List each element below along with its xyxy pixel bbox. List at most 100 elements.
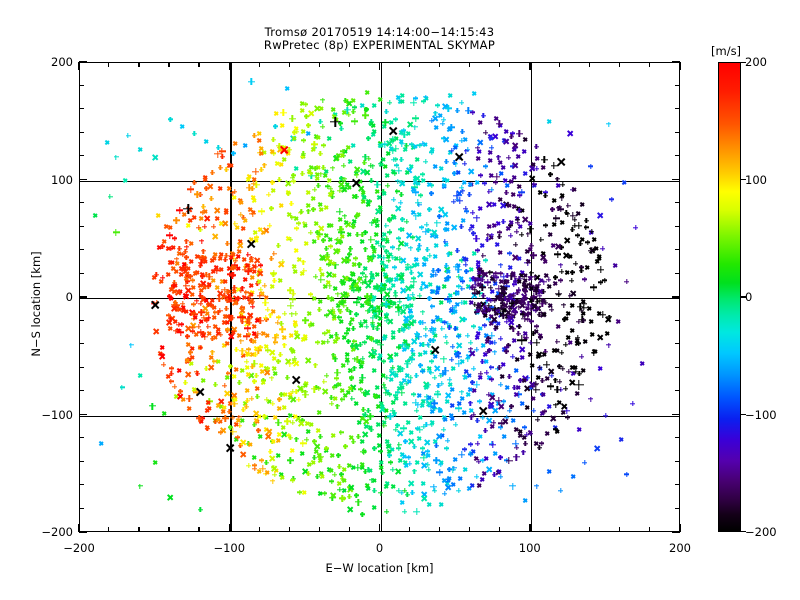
y-major-tick [672, 296, 680, 298]
data-point [294, 437, 299, 442]
data-point [347, 185, 352, 190]
data-point [318, 455, 323, 460]
data-point [257, 279, 262, 284]
data-point [468, 401, 473, 406]
data-point [559, 207, 564, 212]
data-point [269, 149, 274, 154]
data-point [477, 282, 482, 287]
data-point [476, 483, 481, 488]
data-point [298, 210, 303, 215]
data-point [459, 258, 464, 263]
data-point [362, 160, 367, 165]
data-point [200, 256, 207, 263]
data-point [225, 314, 230, 319]
data-point [206, 315, 211, 320]
data-point [351, 223, 356, 228]
x-minor-tick [649, 527, 650, 532]
data-point [258, 146, 263, 151]
data-point [352, 339, 357, 344]
data-point [385, 183, 390, 188]
data-point [553, 215, 560, 222]
data-point [500, 374, 505, 379]
data-point [259, 167, 264, 172]
data-point [483, 306, 488, 311]
data-point [212, 315, 217, 320]
data-point [430, 273, 435, 278]
data-point [470, 380, 475, 385]
data-point [575, 391, 580, 396]
data-point [396, 368, 401, 373]
data-point [555, 243, 562, 250]
data-point [589, 229, 594, 234]
data-point [495, 397, 502, 404]
data-point [318, 434, 323, 439]
data-point [233, 258, 238, 263]
data-point [466, 486, 471, 491]
data-point [465, 147, 470, 152]
data-point [624, 472, 629, 477]
data-point [472, 277, 479, 284]
data-point [579, 202, 584, 207]
data-point [414, 157, 419, 162]
data-point [395, 205, 402, 212]
data-point [198, 259, 205, 266]
data-point [432, 164, 437, 169]
data-point [440, 433, 445, 438]
data-point [416, 271, 423, 278]
data-point [262, 150, 267, 155]
data-point [489, 321, 494, 326]
y-major-tick [672, 414, 680, 416]
data-point [426, 366, 431, 371]
data-point [191, 316, 196, 321]
data-point [409, 314, 414, 319]
data-point [327, 192, 332, 197]
data-point [204, 311, 209, 316]
data-point [340, 397, 345, 402]
data-point [331, 114, 336, 119]
data-point [194, 332, 199, 337]
data-point [338, 121, 343, 126]
data-point [218, 332, 223, 337]
data-point [201, 249, 206, 254]
data-point [344, 259, 349, 264]
x-tick-label: 100 [519, 541, 541, 555]
data-point [521, 149, 526, 154]
data-point [225, 320, 230, 325]
x-minor-tick [259, 527, 260, 532]
data-point [503, 279, 508, 284]
data-point [544, 376, 549, 381]
data-point [291, 291, 296, 296]
data-point [280, 146, 287, 153]
data-point [501, 399, 506, 404]
data-point [509, 134, 514, 139]
data-point [508, 312, 515, 319]
data-point [347, 484, 352, 489]
data-point [498, 336, 503, 341]
data-point [337, 226, 344, 233]
data-point [570, 371, 575, 376]
x-minor-tick [319, 62, 320, 67]
data-point [303, 336, 308, 341]
data-point [351, 194, 356, 199]
data-point [291, 476, 296, 481]
data-point [390, 408, 395, 413]
y-minor-tick [675, 273, 680, 274]
data-point [366, 301, 371, 306]
data-point [354, 173, 359, 178]
data-point [308, 171, 313, 176]
data-point [393, 157, 398, 162]
data-point [354, 401, 359, 406]
data-point [399, 93, 404, 98]
data-point [467, 285, 472, 290]
data-point [206, 183, 213, 190]
data-point [440, 356, 447, 363]
data-point [444, 104, 449, 109]
data-point [580, 299, 585, 304]
data-point [523, 385, 530, 392]
y-minor-tick [675, 226, 680, 227]
data-point [420, 141, 425, 146]
data-point [486, 308, 491, 313]
data-point [472, 291, 477, 296]
data-point [553, 403, 558, 408]
data-point [506, 457, 513, 464]
